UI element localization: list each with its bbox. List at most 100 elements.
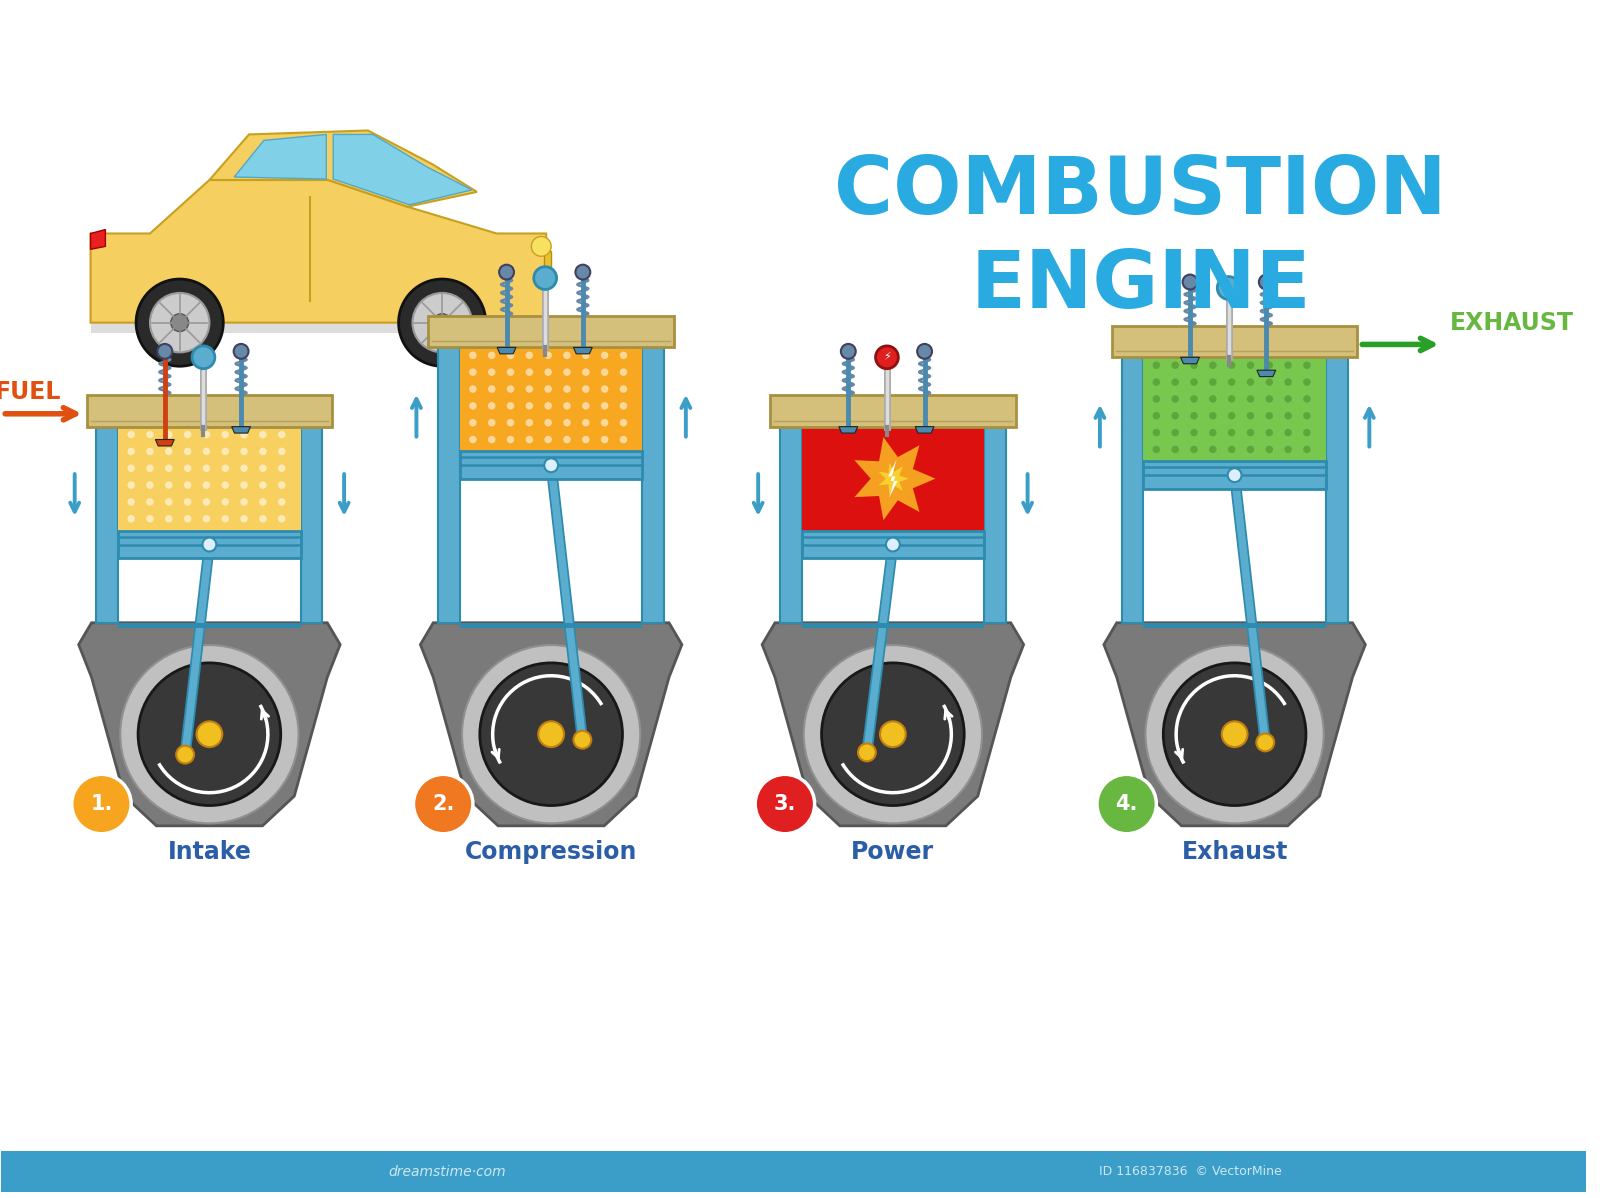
Polygon shape (333, 134, 472, 205)
Circle shape (146, 431, 154, 438)
Circle shape (1246, 362, 1254, 369)
Circle shape (165, 515, 173, 522)
Polygon shape (2, 1151, 1586, 1192)
Circle shape (1285, 395, 1291, 403)
Circle shape (507, 436, 514, 443)
Circle shape (525, 351, 533, 359)
Circle shape (128, 482, 134, 489)
Circle shape (619, 403, 627, 410)
Circle shape (1171, 429, 1179, 436)
Circle shape (120, 645, 299, 823)
Circle shape (1210, 362, 1216, 369)
Circle shape (488, 369, 496, 376)
Circle shape (128, 498, 134, 506)
Circle shape (507, 386, 514, 393)
Circle shape (1171, 395, 1179, 403)
Circle shape (525, 369, 533, 376)
Circle shape (203, 482, 210, 489)
Circle shape (619, 369, 627, 376)
Circle shape (1285, 362, 1291, 369)
Circle shape (488, 351, 496, 359)
Circle shape (203, 448, 210, 455)
Polygon shape (642, 347, 664, 623)
Circle shape (1266, 429, 1274, 436)
Circle shape (1227, 379, 1235, 386)
Polygon shape (1112, 326, 1357, 357)
Circle shape (128, 515, 134, 522)
Circle shape (602, 351, 608, 359)
Polygon shape (118, 426, 301, 531)
Polygon shape (461, 347, 642, 452)
Circle shape (544, 403, 552, 410)
Polygon shape (1144, 623, 1326, 628)
Circle shape (146, 515, 154, 522)
Circle shape (240, 515, 248, 522)
Circle shape (619, 386, 627, 393)
Circle shape (469, 386, 477, 393)
Circle shape (544, 386, 552, 393)
Text: ⚡: ⚡ (883, 352, 891, 362)
Circle shape (203, 431, 210, 438)
Polygon shape (301, 426, 322, 623)
Polygon shape (1104, 623, 1365, 825)
Circle shape (278, 431, 285, 438)
Circle shape (138, 662, 280, 805)
Circle shape (544, 419, 552, 426)
Circle shape (602, 403, 608, 410)
Circle shape (563, 403, 571, 410)
Polygon shape (888, 460, 898, 498)
Circle shape (221, 515, 229, 522)
Circle shape (917, 344, 933, 358)
Circle shape (240, 465, 248, 472)
Circle shape (434, 314, 451, 332)
Circle shape (1266, 412, 1274, 419)
Circle shape (192, 346, 214, 369)
Polygon shape (1122, 357, 1144, 623)
Circle shape (1210, 412, 1216, 419)
Circle shape (1259, 274, 1274, 290)
Circle shape (259, 465, 267, 472)
Circle shape (221, 482, 229, 489)
Circle shape (507, 403, 514, 410)
Circle shape (1171, 379, 1179, 386)
Polygon shape (210, 131, 477, 207)
Circle shape (821, 662, 965, 805)
Circle shape (1285, 379, 1291, 386)
Circle shape (1146, 645, 1323, 823)
Polygon shape (915, 426, 934, 434)
Circle shape (1152, 395, 1160, 403)
Circle shape (1218, 277, 1240, 300)
Circle shape (507, 369, 514, 376)
Circle shape (1266, 395, 1274, 403)
Circle shape (259, 448, 267, 455)
Circle shape (875, 346, 898, 369)
Circle shape (1302, 395, 1310, 403)
Circle shape (1246, 412, 1254, 419)
Circle shape (1266, 362, 1274, 369)
Circle shape (1302, 362, 1310, 369)
Circle shape (1163, 662, 1306, 805)
Polygon shape (91, 230, 106, 249)
Circle shape (1302, 412, 1310, 419)
Circle shape (150, 294, 210, 352)
Circle shape (146, 465, 154, 472)
Polygon shape (438, 347, 461, 623)
Circle shape (469, 369, 477, 376)
Circle shape (1210, 429, 1216, 436)
Circle shape (488, 419, 496, 426)
Circle shape (858, 744, 875, 761)
Circle shape (488, 403, 496, 410)
Circle shape (146, 448, 154, 455)
Circle shape (1302, 429, 1310, 436)
Polygon shape (984, 426, 1006, 623)
Circle shape (203, 498, 210, 506)
Polygon shape (78, 623, 341, 825)
Circle shape (1190, 362, 1198, 369)
Circle shape (563, 436, 571, 443)
Circle shape (1302, 379, 1310, 386)
Circle shape (1227, 468, 1242, 482)
Circle shape (1246, 395, 1254, 403)
Circle shape (619, 436, 627, 443)
Circle shape (184, 515, 192, 522)
Circle shape (221, 498, 229, 506)
